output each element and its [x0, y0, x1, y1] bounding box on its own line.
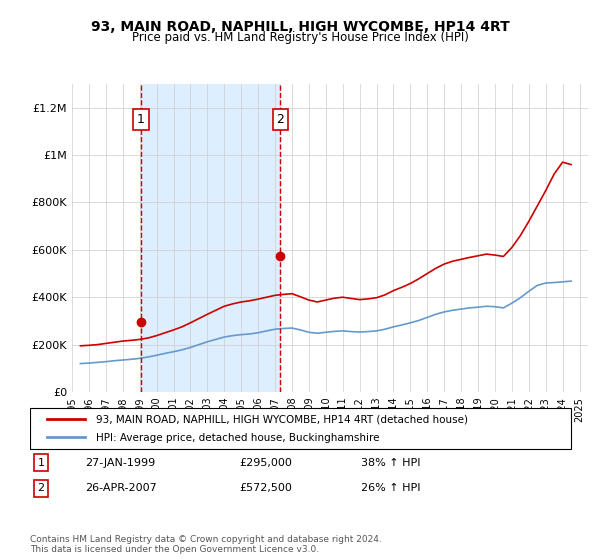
Text: Price paid vs. HM Land Registry's House Price Index (HPI): Price paid vs. HM Land Registry's House … — [131, 31, 469, 44]
Text: £572,500: £572,500 — [240, 483, 293, 493]
Text: 2: 2 — [37, 483, 44, 493]
Text: 93, MAIN ROAD, NAPHILL, HIGH WYCOMBE, HP14 4RT (detached house): 93, MAIN ROAD, NAPHILL, HIGH WYCOMBE, HP… — [96, 414, 468, 424]
Text: HPI: Average price, detached house, Buckinghamshire: HPI: Average price, detached house, Buck… — [96, 433, 380, 444]
Bar — [141, 84, 280, 392]
Text: 27-JAN-1999: 27-JAN-1999 — [85, 458, 155, 468]
Text: £295,000: £295,000 — [240, 458, 293, 468]
Text: 1: 1 — [38, 458, 44, 468]
Text: 2: 2 — [277, 113, 284, 126]
Text: 1: 1 — [137, 113, 145, 126]
Text: 26-APR-2007: 26-APR-2007 — [85, 483, 157, 493]
Text: 93, MAIN ROAD, NAPHILL, HIGH WYCOMBE, HP14 4RT: 93, MAIN ROAD, NAPHILL, HIGH WYCOMBE, HP… — [91, 20, 509, 34]
Text: Contains HM Land Registry data © Crown copyright and database right 2024.
This d: Contains HM Land Registry data © Crown c… — [30, 535, 382, 554]
Text: 38% ↑ HPI: 38% ↑ HPI — [361, 458, 421, 468]
FancyBboxPatch shape — [30, 408, 571, 449]
Text: 26% ↑ HPI: 26% ↑ HPI — [361, 483, 421, 493]
